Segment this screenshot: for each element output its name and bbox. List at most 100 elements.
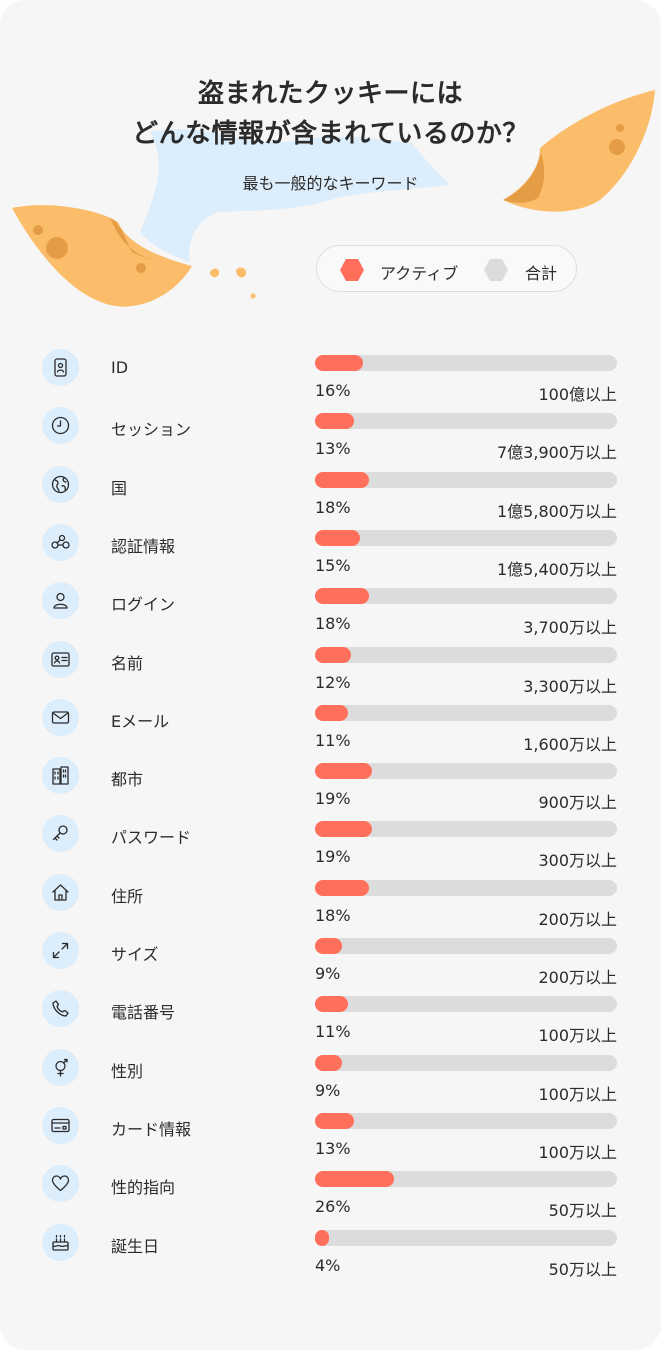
legend-active-label: アクティブ xyxy=(380,264,459,283)
total-count-label: 100万以上 xyxy=(538,1084,617,1104)
active-percent-label: 11% xyxy=(315,1022,351,1042)
active-percent-label: 19% xyxy=(315,789,351,809)
category-label: 電話番号 xyxy=(111,1003,176,1023)
active-bar xyxy=(315,1112,355,1129)
envelope-icon xyxy=(42,698,79,736)
clock-icon xyxy=(42,407,79,445)
active-percent-label: 4% xyxy=(315,1255,341,1275)
cookie-illustration xyxy=(12,90,655,307)
total-count-label: 50万以上 xyxy=(548,1201,617,1221)
active-percent-label: 16% xyxy=(315,381,351,400)
active-percent-label: 19% xyxy=(315,847,351,867)
cookie-crumb xyxy=(210,268,220,278)
chart-row: パスワード 19% 300万以上 xyxy=(0,815,661,873)
chart-row: 性別 9% 100万以上 xyxy=(0,1048,661,1107)
chart-row: サイズ 9% 200万以上 xyxy=(0,932,661,990)
title-line-2: どんな情報が含まれているのか？ xyxy=(132,119,529,149)
category-label: 名前 xyxy=(111,653,144,673)
chart-row: 電話番号 11% 100万以上 xyxy=(0,990,661,1048)
category-label: セッション xyxy=(111,420,192,440)
chart-row: 認証情報 15% 1億5,400万以上 xyxy=(0,523,661,582)
chart-row: ログイン 18% 3,700万以上 xyxy=(0,582,661,640)
category-label: 都市 xyxy=(111,770,144,790)
active-percent-label: 9% xyxy=(315,964,341,983)
bar-track xyxy=(315,821,617,838)
bar-track xyxy=(315,529,617,546)
name-card-icon xyxy=(42,640,79,678)
total-count-label: 200万以上 xyxy=(538,968,617,987)
active-bar xyxy=(315,355,364,371)
bar-track xyxy=(315,1229,617,1246)
active-bar xyxy=(315,1229,329,1246)
heart-icon xyxy=(42,1165,79,1203)
chart-row: 性的指向 26% 50万以上 xyxy=(0,1165,661,1223)
active-bar xyxy=(315,704,349,721)
id-badge-icon xyxy=(42,349,79,386)
active-bar xyxy=(315,413,355,430)
chart-row: 住所 18% 200万以上 xyxy=(0,873,661,932)
category-label: 認証情報 xyxy=(111,536,176,556)
subtitle: 最も一般的なキーワード xyxy=(242,174,419,193)
active-percent-label: 15% xyxy=(315,555,351,575)
chart-row: 都市 19% 900万以上 xyxy=(0,757,661,815)
total-count-label: 100万以上 xyxy=(538,1142,617,1162)
cookie-left xyxy=(12,205,192,307)
total-count-label: 300万以上 xyxy=(538,851,617,871)
bar-track xyxy=(315,355,617,371)
active-percent-label: 18% xyxy=(315,614,351,634)
gender-icon xyxy=(42,1048,79,1086)
category-label: 性的指向 xyxy=(111,1178,176,1198)
category-label: ID xyxy=(111,358,129,377)
active-bar xyxy=(315,529,361,546)
connection-icon xyxy=(42,523,79,561)
phone-icon xyxy=(42,990,79,1028)
active-percent-label: 18% xyxy=(315,497,351,517)
total-count-label: 1億5,400万以上 xyxy=(497,559,617,579)
active-percent-label: 9% xyxy=(315,1080,341,1100)
bar-track xyxy=(315,938,617,954)
total-count-label: 50万以上 xyxy=(548,1259,617,1279)
total-count-label: 200万以上 xyxy=(538,909,617,929)
active-percent-label: 26% xyxy=(315,1197,351,1217)
active-bar xyxy=(315,1054,343,1071)
legend-total-swatch-icon xyxy=(484,259,508,281)
category-label: Eメール xyxy=(111,711,170,731)
bar-track xyxy=(315,1171,617,1188)
active-percent-label: 12% xyxy=(315,672,351,692)
user-icon xyxy=(42,582,79,620)
buildings-icon xyxy=(42,757,79,795)
paper-ribbon xyxy=(140,129,450,262)
cookie-left-fold xyxy=(110,218,160,262)
chart-row: 名前 12% 3,300万以上 xyxy=(0,640,661,699)
active-percent-label: 13% xyxy=(315,1138,351,1158)
bar-track xyxy=(315,1054,617,1071)
category-label: カード情報 xyxy=(111,1119,192,1139)
category-label: 住所 xyxy=(111,886,144,906)
bar-track xyxy=(315,996,617,1013)
bar-track xyxy=(315,763,617,780)
chart-row: カード情報 13% 100万以上 xyxy=(0,1106,661,1165)
active-bar xyxy=(315,938,343,954)
category-label: 誕生日 xyxy=(111,1236,160,1256)
legend: アクティブ 合計 xyxy=(316,245,577,292)
active-bar xyxy=(315,821,373,838)
bar-track xyxy=(315,471,617,488)
chart-row: セッション 13% 7億3,900万以上 xyxy=(0,407,661,465)
total-count-label: 900万以上 xyxy=(538,793,617,813)
cookie-crumb xyxy=(236,267,247,278)
total-count-label: 100万以上 xyxy=(538,1026,617,1046)
active-bar xyxy=(315,763,373,780)
chart-row: 誕生日 4% 50万以上 xyxy=(0,1223,661,1282)
chart-row: ID 16% 100億以上 xyxy=(0,349,661,407)
category-label: 性別 xyxy=(111,1061,144,1081)
active-bar xyxy=(315,588,370,605)
active-percent-label: 11% xyxy=(315,730,351,750)
total-count-label: 3,300万以上 xyxy=(523,676,617,696)
legend-total-label: 合計 xyxy=(525,264,558,283)
bar-track xyxy=(315,879,617,896)
title-line-1: 盗まれたクッキーには xyxy=(197,79,463,109)
active-percent-label: 18% xyxy=(315,905,351,925)
credit-card-icon xyxy=(42,1106,79,1144)
resize-arrows-icon xyxy=(42,932,79,969)
active-bar xyxy=(315,1171,394,1188)
